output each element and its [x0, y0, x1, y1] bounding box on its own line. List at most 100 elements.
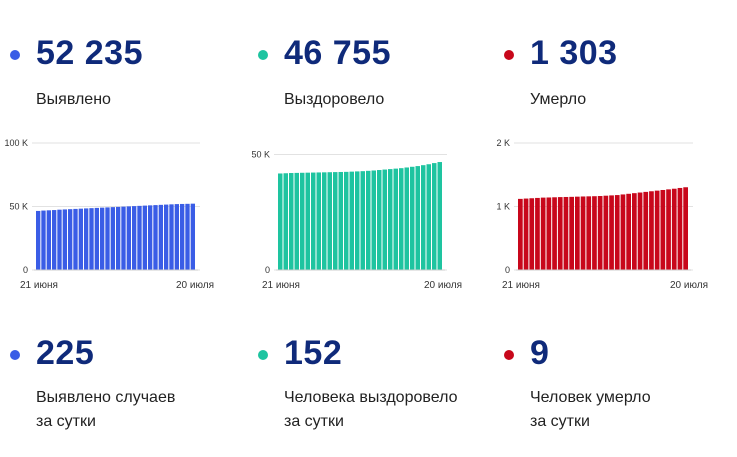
chart-detected-bar [116, 206, 121, 270]
daily-recovered-dot-icon [258, 350, 268, 360]
chart-recovered-x-end-label: 20 июля [424, 280, 462, 291]
chart-recovered-bar [366, 170, 371, 270]
chart-recovered-bar [355, 171, 360, 270]
chart-died-bar [609, 195, 614, 270]
chart-detected-bar [84, 208, 89, 270]
chart-detected-bar [174, 204, 179, 270]
chart-detected-bar [78, 208, 83, 270]
detected-dot-icon [10, 50, 20, 60]
daily-detected-label-1: Выявлено случаев [36, 389, 176, 406]
chart-died-bar [518, 198, 523, 270]
chart-died-ytick-label: 1 K [496, 202, 510, 212]
chart-recovered-bar [404, 167, 409, 270]
chart-died-bar [523, 198, 529, 270]
chart-died-bar [580, 196, 586, 270]
chart-recovered-bar [316, 172, 321, 270]
chart-died-bar [683, 187, 688, 270]
chart-recovered-bar [382, 169, 387, 270]
detected-total: 52 235 [36, 34, 143, 72]
detected-label: Выявлено [36, 91, 111, 108]
died-dot-icon [504, 50, 514, 60]
chart-detected-bar [142, 205, 147, 270]
chart-died-bar [660, 189, 666, 270]
chart-recovered-ytick-label: 0 [265, 265, 270, 275]
chart-detected-bar [36, 210, 41, 270]
chart-recovered-bar [305, 172, 310, 270]
chart-recovered-bar [388, 169, 393, 270]
chart-detected-bar [100, 207, 105, 270]
chart-died-bar [620, 194, 626, 270]
recovered-dot-icon [258, 50, 268, 60]
daily-recovered-value: 152 [284, 334, 343, 372]
chart-recovered-bar [349, 171, 354, 270]
chart-died-bar [614, 195, 620, 270]
chart-died-bar [603, 195, 609, 270]
died-total: 1 303 [530, 34, 618, 72]
chart-detected-bar [94, 207, 99, 270]
chart-died-bar [586, 196, 592, 270]
chart-died-bar [597, 196, 603, 270]
chart-recovered-bar [278, 173, 283, 270]
chart-recovered-bar [410, 166, 415, 270]
chart-detected-ytick-label: 50 K [9, 202, 28, 212]
chart-detected-x-end-label: 20 июля [176, 280, 214, 291]
chart-detected-bar [132, 206, 137, 270]
chart-died-bar [643, 191, 649, 270]
chart-recovered-bar [311, 172, 316, 270]
chart-recovered-bar [360, 171, 365, 270]
chart-detected-bar [185, 203, 190, 270]
chart-died-ytick-label: 2 K [496, 138, 510, 148]
chart-detected-bar [169, 204, 174, 270]
chart-detected-bar [190, 203, 195, 270]
chart-recovered-bar [426, 164, 431, 270]
chart-recovered-bar [371, 170, 376, 270]
daily-died-label-2: за сутки [530, 413, 590, 430]
chart-recovered-bar [432, 163, 437, 270]
chart-died-bar [535, 197, 540, 270]
chart-died-bar [677, 187, 683, 270]
chart-recovered-bar [344, 171, 349, 270]
chart-detected-bar [137, 205, 142, 270]
recovered-total: 46 755 [284, 34, 391, 72]
chart-recovered-bar [289, 173, 294, 270]
chart-died-bar [546, 197, 552, 270]
chart-died-bar [557, 197, 563, 270]
chart-recovered-bar [393, 168, 398, 270]
chart-died-bar [632, 193, 637, 270]
chart-detected-bar [110, 207, 115, 270]
daily-recovered-label-1: Человека выздоровело [284, 389, 458, 406]
chart-recovered-bar [415, 166, 420, 270]
charts-canvas: 0 50 K 100 K 21 июня 20 июля 0 50 K 21 июня 20 и… [4, 138, 708, 291]
daily-died-dot-icon [504, 350, 514, 360]
chart-recovered-x-start-label: 21 июня [262, 280, 300, 291]
died-label: Умерло [530, 91, 587, 108]
chart-died-bar [592, 196, 597, 270]
chart-detected-bar [52, 210, 57, 270]
chart-detected-ytick-label: 100 K [4, 138, 28, 148]
daily-recovered-label-2: за сутки [284, 413, 344, 430]
daily-died-label-1: Человек умерло [530, 389, 651, 406]
chart-detected-bar [68, 209, 73, 270]
chart-detected-bar [46, 210, 51, 270]
chart-detected-bar [41, 210, 46, 270]
chart-died-bar [654, 190, 660, 271]
chart-died-bar [563, 196, 569, 270]
recovered-label: Выздоровело [284, 91, 385, 108]
chart-detected-bar [126, 206, 131, 270]
chart-died-x-end-label: 20 июля [670, 280, 708, 291]
chart-died-x-start-label: 21 июня [502, 280, 540, 291]
chart-died-bar [552, 197, 557, 270]
chart-died-bar [569, 196, 574, 270]
chart-died-bar [575, 196, 580, 270]
chart-died-bar [666, 189, 671, 270]
chart-recovered-bar [327, 172, 332, 270]
chart-died-bar [649, 191, 654, 270]
daily-detected-dot-icon [10, 350, 20, 360]
chart-detected-bar [180, 203, 185, 270]
chart-detected-bar [105, 207, 110, 270]
chart-recovered-bar [399, 168, 404, 270]
chart-recovered-bar [437, 162, 442, 270]
chart-recovered-bar [333, 172, 338, 270]
daily-detected-label-2: за сутки [36, 413, 96, 430]
chart-detected-bar [73, 208, 78, 270]
